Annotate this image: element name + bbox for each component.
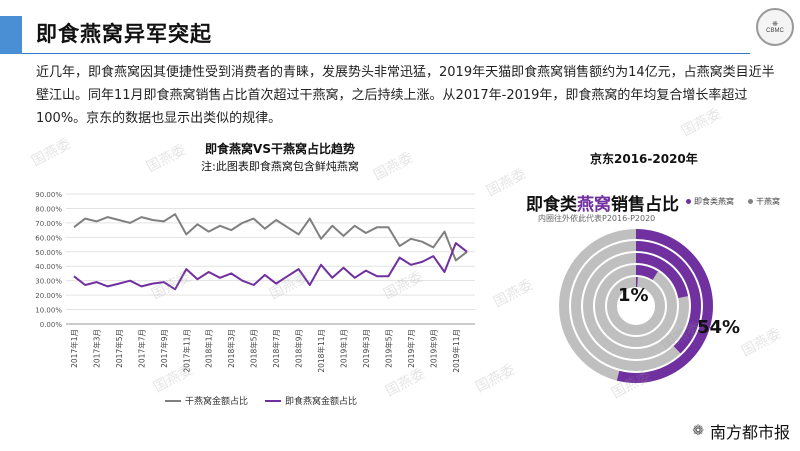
x-tick-label: 2017年7月 [136,329,146,368]
x-tick-label: 2018年5月 [249,329,259,368]
donut-chart [559,229,713,383]
donut-outer-value: 54% [697,317,741,338]
logo-text: CBMC [766,28,784,34]
watermark: 国燕委 [484,165,529,200]
ring-instant-P2020 [616,229,713,383]
x-tick-label: 2018年7月 [271,329,281,368]
y-tick-label: 30.00% [35,278,62,286]
ring-instant-P2019 [635,241,701,354]
x-tick-label: 2019年11月 [451,329,461,373]
x-tick-label: 2019年5月 [383,329,393,368]
donut-legend-dry: 干燕窝 [748,196,780,207]
brand-signature: ❁ 南方都市报 [692,419,790,443]
donut-legend-instant-dot [686,199,691,204]
x-tick-label: 2019年1月 [338,329,348,368]
x-tick-label: 2019年7月 [406,329,416,368]
line-chart-note: 注:此图表即食燕窝包含鲜炖燕窝 [201,160,359,173]
x-tick-label: 2019年3月 [361,329,371,368]
x-tick-label: 2018年11月 [316,329,326,373]
legend-dry-swatch [165,399,181,402]
y-tick-label: 70.00% [35,220,62,228]
watermark: 国燕委 [739,325,784,360]
title-accent-bar [0,16,22,54]
ring-instant-P2018 [635,253,689,299]
x-tick-label: 2018年1月 [204,329,214,368]
donut-subtitle: 内圈往外依此代表P2016-P2020 [538,214,656,223]
x-tick-label: 2018年9月 [294,329,304,368]
donut-legend-dry-label: 干燕窝 [756,197,780,206]
wechat-icon: ❁ [692,423,704,439]
donut-inner-value: 1% [618,285,649,306]
x-tick-label: 2017年5月 [114,329,124,368]
donut-legend-instant: 即食类燕窝 [686,196,734,207]
y-tick-label: 60.00% [35,234,62,242]
watermark: 国燕委 [29,135,74,170]
cbmc-logo: ❋ CBMC [756,8,794,46]
intro-paragraph: 近几年，即食燕窝因其便捷性受到消费者的青睐，发展势头非常迅猛，2019年天猫即食… [36,65,775,126]
x-tick-label: 2017年9月 [159,329,169,368]
donut-heading-suffix: 销售占比 [611,195,679,215]
y-tick-label: 10.00% [35,307,62,315]
x-tick-label: 2019年9月 [428,329,438,368]
x-tick-label: 2017年3月 [91,329,101,368]
ring-instant-P2017 [635,265,658,280]
y-tick-label: 50.00% [35,249,62,257]
legend-instant-swatch [265,399,281,402]
donut-legend-instant-label: 即食类燕窝 [694,197,734,206]
x-tick-label: 2017年11月 [181,329,191,373]
donut-heading-highlight: 燕窝 [577,195,611,215]
series-line-instant [73,242,468,291]
title-underline [22,53,750,54]
y-tick-label: 40.00% [35,263,62,271]
y-tick-label: 80.00% [35,205,62,213]
jd-chart-title: 京东2016-2020年 [590,152,698,166]
logo-emblem-icon: ❋ [772,20,778,28]
legend-instant: 即食燕窝金额占比 [265,394,357,407]
y-tick-label: 90.00% [35,191,62,199]
x-tick-label: 2017年1月 [69,329,79,368]
page-title: 即食燕窝异军突起 [36,22,212,46]
line-chart: 0.00% 10.00% 20.00% 30.00% 40.00% 50.00% 60.00… [35,191,475,373]
y-tick-label: 20.00% [35,292,62,300]
legend-instant-label: 即食燕窝金额占比 [285,397,358,407]
donut-heading-prefix: 即食类 [526,195,577,215]
brand-name: 南方都市报 [709,423,790,442]
donut-legend-dry-dot [748,199,753,204]
series-line-dry [73,213,468,262]
line-chart-title: 即食燕窝VS干燕窝占比趋势 [205,142,355,156]
y-tick-label: 0.00% [40,321,63,329]
x-tick-label: 2018年3月 [226,329,236,368]
donut-heading: 即食类燕窝销售占比 [526,190,679,215]
legend-dry: 干燕窝金额占比 [165,394,248,407]
legend-dry-label: 干燕窝金额占比 [185,397,249,407]
